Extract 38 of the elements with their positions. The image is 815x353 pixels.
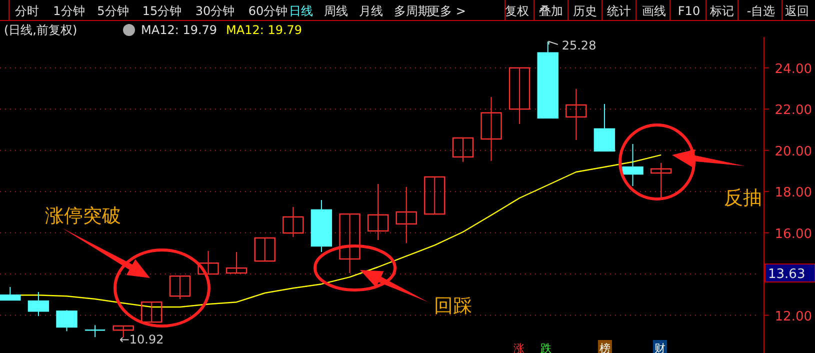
candlestick bbox=[508, 67, 530, 124]
candlestick bbox=[254, 237, 276, 262]
toolbar: 分时 1分钟 5分钟 15分钟 30分钟 60分钟 日线 周线 月线 多周期更多 > 复权 叠加 历史 统计 画线 F10 标记 -自选 返回 bbox=[0, 0, 815, 21]
candlestick bbox=[56, 310, 78, 332]
text: 13.63 bbox=[768, 267, 806, 282]
y-tick-label: 18.00 bbox=[774, 186, 812, 201]
candlestick bbox=[424, 176, 446, 215]
candlestick bbox=[198, 250, 219, 275]
candlestick bbox=[0, 286, 21, 301]
annotation: 跌 bbox=[540, 342, 552, 353]
candlestick bbox=[650, 162, 672, 198]
candlestick bbox=[480, 96, 502, 162]
y-tick-label: 16.00 bbox=[774, 226, 812, 242]
y-tick-label: 22.00 bbox=[774, 103, 812, 118]
candlestick bbox=[84, 324, 106, 338]
candlestick bbox=[28, 291, 50, 317]
annotation: ←10.92 bbox=[119, 332, 164, 347]
candlestick bbox=[141, 301, 162, 323]
y-tick-label: 12.00 bbox=[774, 309, 812, 324]
candlestick bbox=[282, 206, 304, 238]
candlestick bbox=[396, 186, 417, 244]
candlestick bbox=[566, 88, 587, 141]
candlestick bbox=[339, 213, 360, 274]
candlestick bbox=[594, 103, 616, 152]
candlestick bbox=[169, 276, 191, 300]
y-tick-label: 24.00 bbox=[774, 62, 812, 77]
annotation: 回踩 bbox=[434, 295, 472, 317]
candlestick bbox=[452, 137, 474, 162]
chart-title: (日线,前复权) bbox=[4, 23, 78, 37]
y-tick-label: 20.00 bbox=[774, 144, 812, 160]
text: MA12: 19.79 bbox=[226, 23, 302, 37]
candlestick bbox=[622, 143, 644, 186]
text: 反抽 bbox=[724, 187, 762, 209]
candlestick bbox=[367, 183, 389, 241]
candlestick bbox=[226, 251, 248, 274]
annotation: 25.28 bbox=[562, 38, 596, 52]
annotation: 涨停突破 bbox=[45, 205, 121, 227]
text: MA12: 19.79 bbox=[141, 23, 218, 37]
